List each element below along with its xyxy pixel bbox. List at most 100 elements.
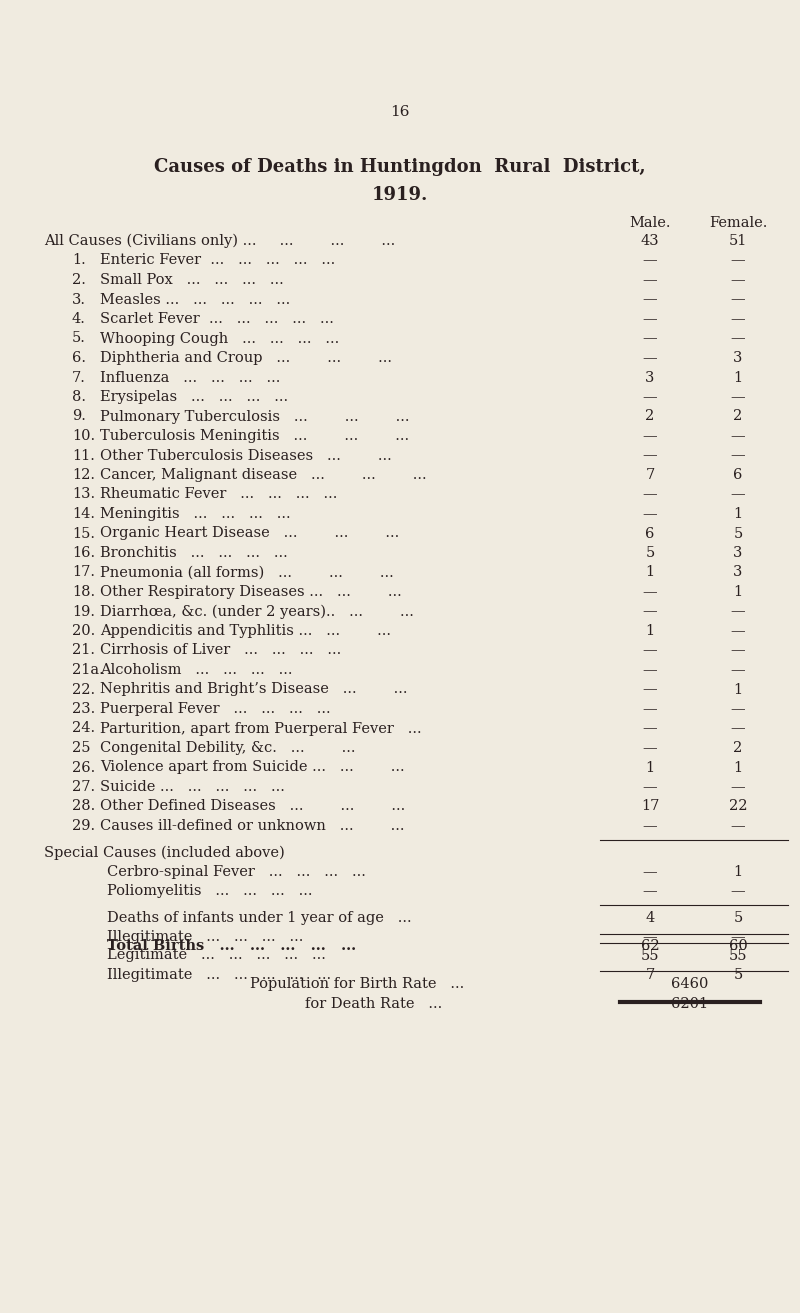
Text: Meningitis   ...   ...   ...   ...: Meningitis ... ... ... ... xyxy=(100,507,290,521)
Text: 22: 22 xyxy=(729,800,747,814)
Text: 6: 6 xyxy=(646,527,654,541)
Text: —: — xyxy=(730,624,746,638)
Text: Erysipelas   ...   ...   ...   ...: Erysipelas ... ... ... ... xyxy=(100,390,288,404)
Text: Puerperal Fever   ...   ...   ...   ...: Puerperal Fever ... ... ... ... xyxy=(100,702,330,716)
Text: 5: 5 xyxy=(734,968,742,982)
Text: 29.: 29. xyxy=(72,819,95,832)
Text: —: — xyxy=(642,780,658,794)
Text: 7.: 7. xyxy=(72,370,86,385)
Text: 13.: 13. xyxy=(72,487,95,502)
Text: 7: 7 xyxy=(646,467,654,482)
Text: 14.: 14. xyxy=(72,507,95,521)
Text: 4: 4 xyxy=(646,911,654,924)
Text: 55: 55 xyxy=(729,948,747,962)
Text: —: — xyxy=(642,429,658,442)
Text: —: — xyxy=(642,865,658,878)
Text: Parturition, apart from Puerperal Fever   ...: Parturition, apart from Puerperal Fever … xyxy=(100,722,422,735)
Text: —: — xyxy=(730,293,746,306)
Text: 10.: 10. xyxy=(72,429,95,442)
Text: 2: 2 xyxy=(734,410,742,424)
Text: Measles ...   ...   ...   ...   ...: Measles ... ... ... ... ... xyxy=(100,293,290,306)
Text: Appendicitis and Typhlitis ...   ...        ...: Appendicitis and Typhlitis ... ... ... xyxy=(100,624,391,638)
Text: Male.: Male. xyxy=(630,217,670,230)
Text: 6: 6 xyxy=(734,467,742,482)
Text: Diarrhœa, &c. (under 2 years)..   ...        ...: Diarrhœa, &c. (under 2 years).. ... ... xyxy=(100,604,414,618)
Text: Rheumatic Fever   ...   ...   ...   ...: Rheumatic Fever ... ... ... ... xyxy=(100,487,338,502)
Text: —: — xyxy=(730,604,746,618)
Text: 16: 16 xyxy=(390,105,410,119)
Text: —: — xyxy=(730,931,746,944)
Text: Enteric Fever  ...   ...   ...   ...   ...: Enteric Fever ... ... ... ... ... xyxy=(100,253,335,268)
Text: —: — xyxy=(642,643,658,658)
Text: 62: 62 xyxy=(641,940,659,953)
Text: Illegitimate   ...   ...   ...   ...: Illegitimate ... ... ... ... xyxy=(107,931,303,944)
Text: Organic Heart Disease   ...        ...        ...: Organic Heart Disease ... ... ... xyxy=(100,527,399,541)
Text: 2.: 2. xyxy=(72,273,86,288)
Text: Causes ill-defined or unknown   ...        ...: Causes ill-defined or unknown ... ... xyxy=(100,819,405,832)
Text: 1919.: 1919. xyxy=(372,186,428,204)
Text: 3: 3 xyxy=(646,370,654,385)
Text: Illegitimate   ...   ...   ...   ...   ...: Illegitimate ... ... ... ... ... xyxy=(107,968,331,982)
Text: 3: 3 xyxy=(734,546,742,561)
Text: Small Pox   ...   ...   ...   ...: Small Pox ... ... ... ... xyxy=(100,273,284,288)
Text: 2: 2 xyxy=(734,741,742,755)
Text: —: — xyxy=(730,819,746,832)
Text: Suicide ...   ...   ...   ...   ...: Suicide ... ... ... ... ... xyxy=(100,780,285,794)
Text: 8.: 8. xyxy=(72,390,86,404)
Text: 17.: 17. xyxy=(72,566,95,579)
Text: Causes of Deaths in Huntingdon  Rural  District,: Causes of Deaths in Huntingdon Rural Dis… xyxy=(154,158,646,176)
Text: 1.: 1. xyxy=(72,253,86,268)
Text: 19.: 19. xyxy=(72,604,95,618)
Text: 1: 1 xyxy=(734,760,742,775)
Text: Other Tuberculosis Diseases   ...        ...: Other Tuberculosis Diseases ... ... xyxy=(100,449,392,462)
Text: 5: 5 xyxy=(646,546,654,561)
Text: Congenital Debility, &c.   ...        ...: Congenital Debility, &c. ... ... xyxy=(100,741,355,755)
Text: —: — xyxy=(642,586,658,599)
Text: —: — xyxy=(642,507,658,521)
Text: Pneumonia (all forms)   ...        ...        ...: Pneumonia (all forms) ... ... ... xyxy=(100,566,394,579)
Text: Total Births   ...   ...   ...   ...   ...: Total Births ... ... ... ... ... xyxy=(107,940,356,953)
Text: —: — xyxy=(642,663,658,678)
Text: —: — xyxy=(730,331,746,345)
Text: 11.: 11. xyxy=(72,449,95,462)
Text: Influenza   ...   ...   ...   ...: Influenza ... ... ... ... xyxy=(100,370,280,385)
Text: —: — xyxy=(730,780,746,794)
Text: 6201: 6201 xyxy=(671,997,709,1011)
Text: 1: 1 xyxy=(734,507,742,521)
Text: 2: 2 xyxy=(646,410,654,424)
Text: 23.: 23. xyxy=(72,702,95,716)
Text: 5.: 5. xyxy=(72,331,86,345)
Text: 1: 1 xyxy=(646,760,654,775)
Text: 1: 1 xyxy=(734,370,742,385)
Text: Cirrhosis of Liver   ...   ...   ...   ...: Cirrhosis of Liver ... ... ... ... xyxy=(100,643,342,658)
Text: 55: 55 xyxy=(641,948,659,962)
Text: 21a.: 21a. xyxy=(72,663,104,678)
Text: Alcoholism   ...   ...   ...   ...: Alcoholism ... ... ... ... xyxy=(100,663,293,678)
Text: 21.: 21. xyxy=(72,643,95,658)
Text: 12.: 12. xyxy=(72,467,95,482)
Text: 5: 5 xyxy=(734,911,742,924)
Text: 43: 43 xyxy=(641,234,659,248)
Text: —: — xyxy=(730,449,746,462)
Text: —: — xyxy=(730,722,746,735)
Text: 5: 5 xyxy=(734,527,742,541)
Text: Cancer, Malignant disease   ...        ...        ...: Cancer, Malignant disease ... ... ... xyxy=(100,467,426,482)
Text: 1: 1 xyxy=(646,624,654,638)
Text: 18.: 18. xyxy=(72,586,95,599)
Text: —: — xyxy=(730,273,746,288)
Text: Tuberculosis Meningitis   ...        ...        ...: Tuberculosis Meningitis ... ... ... xyxy=(100,429,409,442)
Text: Nephritis and Bright’s Disease   ...        ...: Nephritis and Bright’s Disease ... ... xyxy=(100,683,407,696)
Text: 1: 1 xyxy=(734,683,742,696)
Text: Other Defined Diseases   ...        ...        ...: Other Defined Diseases ... ... ... xyxy=(100,800,406,814)
Text: Poliomyelitis   ...   ...   ...   ...: Poliomyelitis ... ... ... ... xyxy=(107,885,313,898)
Text: —: — xyxy=(642,487,658,502)
Text: 26.: 26. xyxy=(72,760,95,775)
Text: —: — xyxy=(642,683,658,696)
Text: 24.: 24. xyxy=(72,722,95,735)
Text: 3: 3 xyxy=(734,566,742,579)
Text: —: — xyxy=(642,351,658,365)
Text: —: — xyxy=(730,390,746,404)
Text: —: — xyxy=(642,604,658,618)
Text: —: — xyxy=(642,819,658,832)
Text: —: — xyxy=(642,931,658,944)
